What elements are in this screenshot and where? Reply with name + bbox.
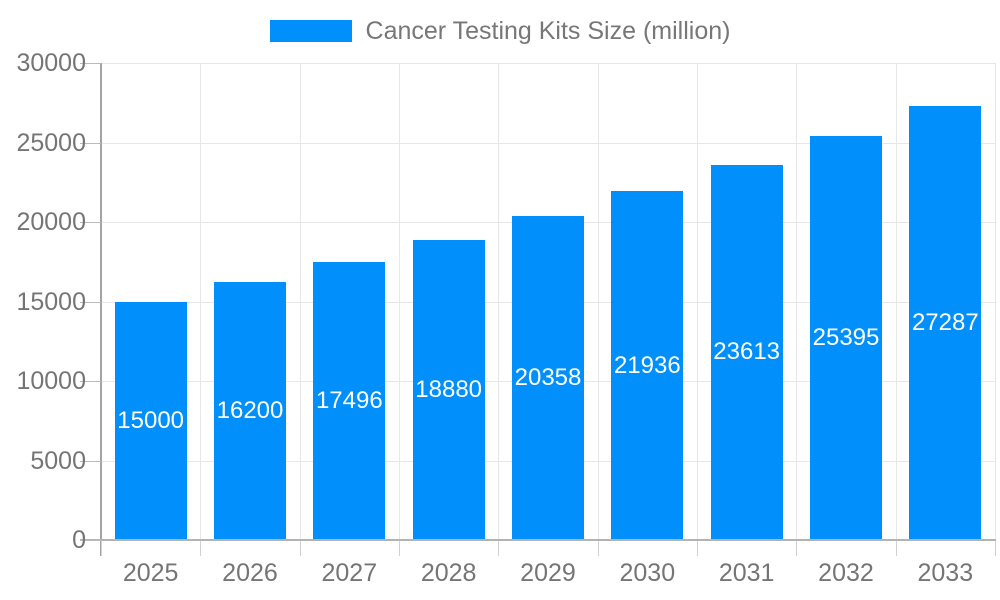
y-axis-line	[100, 63, 102, 556]
y-tick-mark	[80, 63, 101, 64]
bar[interactable]: 18880	[412, 239, 485, 540]
gridline-h	[101, 63, 995, 64]
bar[interactable]: 16200	[214, 282, 286, 540]
x-tick-mark	[101, 541, 102, 556]
y-axis-tick-label: 25000	[16, 128, 86, 157]
bar-value-label: 27287	[911, 309, 979, 337]
y-tick-mark	[80, 381, 101, 382]
x-axis-tick-label: 2030	[619, 559, 676, 587]
y-axis-tick-label: 5000	[30, 446, 86, 475]
bar[interactable]: 23613	[710, 164, 783, 540]
x-axis-tick-label: 2029	[520, 559, 576, 587]
x-tick-mark	[697, 541, 698, 556]
y-tick-mark	[80, 301, 101, 303]
legend-item[interactable]: Cancer Testing Kits Size (million)	[0, 17, 1000, 45]
bar-value-label: 18880	[415, 375, 483, 403]
y-tick-mark	[80, 540, 101, 541]
bar[interactable]: 21936	[611, 191, 684, 540]
x-axis-line	[80, 539, 996, 541]
y-axis-tick-label: 20000	[16, 208, 86, 236]
bar[interactable]: 20358	[512, 216, 584, 540]
bar-value-label: 16200	[216, 397, 284, 425]
x-axis-tick-label: 2032	[818, 559, 874, 587]
gridline-v	[995, 63, 996, 540]
bar[interactable]: 25395	[810, 136, 882, 540]
gridline-h	[101, 142, 995, 144]
gridline-v	[299, 63, 301, 540]
plot-area: 15000 16200 17496 18880 20358 21936 23613 25395…	[101, 63, 996, 540]
y-tick-mark	[80, 222, 101, 223]
x-tick-mark	[796, 541, 798, 556]
bar-value-label: 25395	[812, 324, 880, 352]
bar-value-label: 23613	[713, 338, 781, 366]
x-tick-mark	[597, 541, 599, 556]
x-tick-mark	[995, 541, 996, 556]
x-axis-tick-label: 2031	[718, 559, 775, 587]
y-tick-mark	[80, 460, 101, 462]
x-axis-tick-label: 2033	[917, 559, 974, 587]
gridline-v	[796, 63, 798, 540]
gridline-v	[697, 63, 698, 540]
x-tick-mark	[498, 541, 500, 556]
legend-label: Cancer Testing Kits Size (million)	[365, 17, 731, 45]
x-axis-tick-label: 2026	[222, 559, 278, 587]
gridline-v	[895, 63, 897, 540]
legend-swatch	[269, 20, 352, 42]
bar[interactable]: 17496	[313, 261, 386, 540]
x-axis-tick-label: 2025	[122, 559, 179, 587]
x-axis-tick-label: 2028	[420, 559, 477, 587]
gridline-v	[597, 63, 599, 540]
bar-value-label: 17496	[315, 386, 383, 414]
bar-value-label: 21936	[613, 351, 681, 379]
bar[interactable]: 15000	[114, 301, 187, 540]
x-tick-mark	[895, 541, 897, 556]
bar-value-label: 20358	[514, 364, 582, 392]
y-tick-mark	[80, 142, 101, 144]
bar-value-label: 15000	[117, 406, 185, 434]
y-axis-tick-label: 30000	[16, 49, 86, 77]
gridline-v	[399, 63, 400, 540]
y-axis-tick-label: 10000	[16, 367, 86, 395]
y-axis-tick-label: 0	[72, 526, 86, 554]
x-tick-mark	[399, 541, 400, 556]
x-axis-tick-label: 2027	[321, 559, 378, 587]
gridline-v	[498, 63, 500, 540]
gridline-v	[200, 63, 202, 540]
x-tick-mark	[299, 541, 301, 556]
x-tick-mark	[200, 541, 202, 556]
y-axis-tick-label: 15000	[16, 287, 86, 316]
bar[interactable]: 27287	[909, 106, 982, 540]
